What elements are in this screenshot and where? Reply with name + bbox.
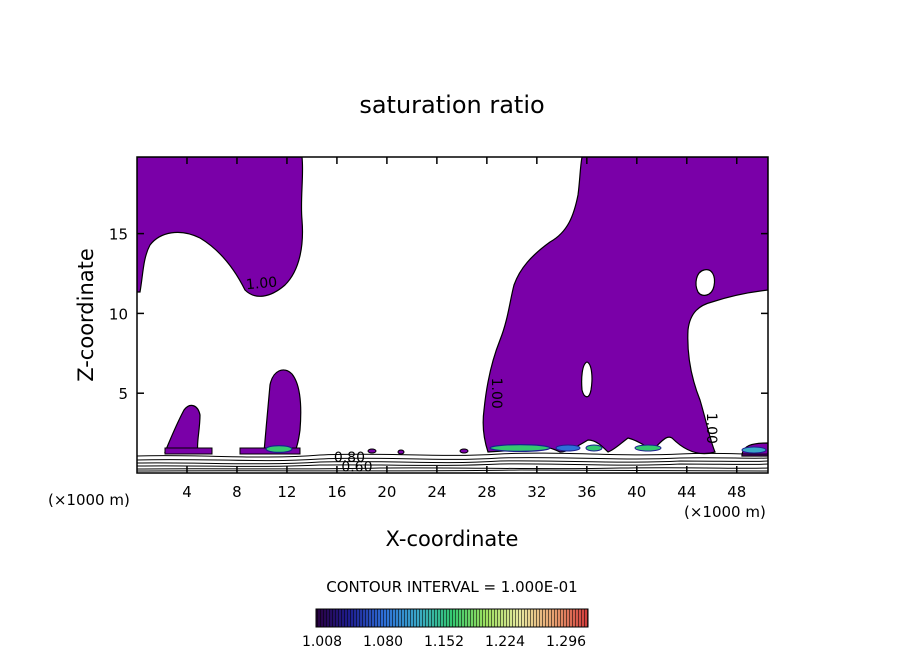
colorbar-frame xyxy=(315,608,589,628)
supersat-core-x37 xyxy=(585,444,603,452)
x-tick-label: 24 xyxy=(427,483,446,501)
x-tick-label: 28 xyxy=(477,483,496,501)
saturated-region-upper-left xyxy=(137,157,304,297)
colorbar-tick-label: 1.224 xyxy=(485,634,525,650)
x-tick-label: 44 xyxy=(677,483,696,501)
saturated-plume-x5 xyxy=(164,404,201,453)
supersat-core-x41 xyxy=(634,444,662,452)
x-axis-label: X-coordinate xyxy=(386,527,519,551)
supersat-core-x22 xyxy=(397,449,405,455)
contour-label: 1.00 xyxy=(703,413,719,444)
contour-labels: 1.00 1.00 1.00 1.00 0.800.60 xyxy=(245,145,765,475)
x-tick-label: 32 xyxy=(527,483,546,501)
y-axis-label: Z-coordinate xyxy=(74,248,98,382)
x-unit-right: (×1000 m) xyxy=(684,503,766,521)
x-tick-label: 8 xyxy=(232,483,242,501)
saturated-region-upper-right xyxy=(482,157,768,455)
supersat-core-x12 xyxy=(265,445,293,454)
contour-label: 1.00 xyxy=(245,275,277,294)
x-tick-label: 4 xyxy=(182,483,192,501)
saturated-region-group xyxy=(137,157,768,457)
y-tick-label: 15 xyxy=(109,226,128,244)
contour-interval-text: CONTOUR INTERVAL = 1.000E-01 xyxy=(326,578,577,596)
supersat-core-x25 xyxy=(459,448,469,454)
x-tick-label: 40 xyxy=(627,483,646,501)
x-tick-label: 20 xyxy=(377,483,396,501)
plot-frame xyxy=(136,156,769,474)
unsaturated-hole-lower xyxy=(581,361,593,398)
colorbar-stripes xyxy=(316,609,588,627)
x-tick-label: 16 xyxy=(327,483,346,501)
supersat-core-x30 xyxy=(489,444,551,453)
colorbar-tick-labels: 1.008 1.080 1.152 1.224 1.296 xyxy=(302,634,586,650)
saturated-plume-x12 xyxy=(263,369,302,453)
colorbar: 1.008 1.080 1.152 1.224 1.296 xyxy=(302,608,589,650)
colorbar-tick-label: 1.296 xyxy=(546,634,586,650)
y-tick-label: 10 xyxy=(109,305,128,323)
contour-label: 0.60 xyxy=(341,459,372,475)
colorbar-tick-label: 1.008 xyxy=(302,634,342,650)
unsaturated-hole-upper xyxy=(695,269,716,296)
saturated-cell-x3 xyxy=(164,447,213,455)
x-unit-left: (×1000 m) xyxy=(48,491,130,509)
high-supersaturation-group xyxy=(265,444,767,455)
y-tick-label: 5 xyxy=(118,385,128,403)
surface-contour-lines xyxy=(137,452,768,472)
colorbar-tick-label: 1.152 xyxy=(424,634,464,650)
x-tick-label: 48 xyxy=(727,483,746,501)
contour-label: 1.00 xyxy=(488,378,504,409)
chart-title: saturation ratio xyxy=(359,91,544,119)
supersat-core-x35 xyxy=(555,444,581,452)
contour-label: 0.80 xyxy=(334,450,365,466)
plot-area: 1.00 1.00 1.00 1.00 0.800.60 xyxy=(137,145,768,475)
supersat-core-x46 xyxy=(741,446,767,454)
supersat-core-x20 xyxy=(367,448,377,454)
x-tick-label: 12 xyxy=(277,483,296,501)
contour-label: 1.00 xyxy=(734,145,765,161)
colorbar-tick-label: 1.080 xyxy=(363,634,403,650)
x-tick-label: 36 xyxy=(577,483,596,501)
